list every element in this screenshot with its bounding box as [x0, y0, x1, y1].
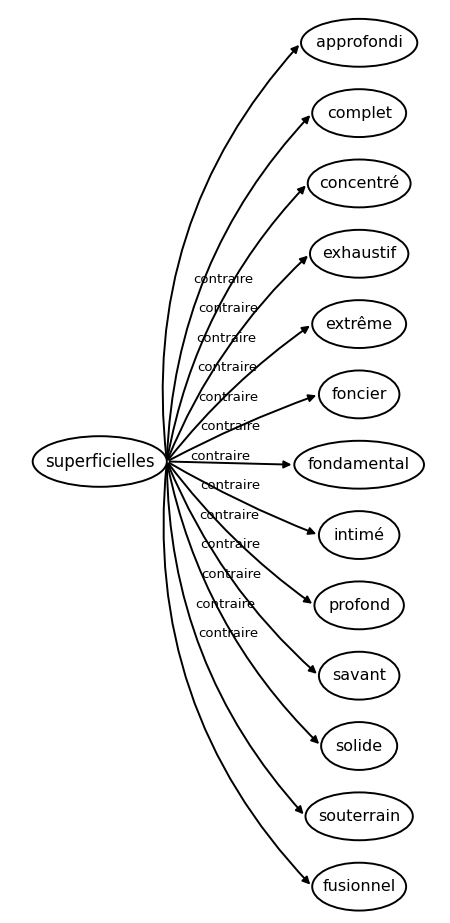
Ellipse shape	[319, 652, 400, 700]
Text: fondamental: fondamental	[308, 457, 410, 473]
Text: exhaustif: exhaustif	[322, 246, 396, 261]
Ellipse shape	[312, 863, 406, 911]
Ellipse shape	[310, 230, 408, 278]
FancyArrowPatch shape	[167, 116, 309, 459]
Text: contraire: contraire	[201, 479, 261, 492]
FancyArrowPatch shape	[167, 187, 304, 459]
Text: solide: solide	[336, 738, 383, 753]
Ellipse shape	[306, 793, 413, 840]
FancyArrowPatch shape	[163, 464, 309, 883]
Text: contraire: contraire	[198, 390, 258, 403]
Text: complet: complet	[327, 105, 392, 121]
FancyArrowPatch shape	[170, 462, 289, 467]
Ellipse shape	[301, 18, 417, 66]
Text: profond: profond	[328, 598, 390, 613]
Text: contraire: contraire	[195, 597, 255, 610]
Text: concentré: concentré	[319, 176, 399, 191]
Text: contraire: contraire	[198, 302, 258, 315]
Text: foncier: foncier	[331, 387, 387, 402]
FancyArrowPatch shape	[169, 463, 314, 533]
Text: contraire: contraire	[198, 627, 258, 640]
Text: approfondi: approfondi	[316, 35, 403, 50]
Ellipse shape	[321, 722, 397, 770]
FancyArrowPatch shape	[167, 464, 302, 812]
Text: contraire: contraire	[193, 272, 253, 285]
Text: contraire: contraire	[196, 331, 256, 344]
Ellipse shape	[308, 160, 410, 208]
Text: contraire: contraire	[199, 509, 259, 521]
Text: savant: savant	[332, 668, 386, 683]
Text: contraire: contraire	[202, 568, 262, 581]
Ellipse shape	[312, 90, 406, 137]
Ellipse shape	[294, 441, 424, 488]
FancyArrowPatch shape	[162, 46, 298, 459]
Text: superficielles: superficielles	[45, 452, 155, 471]
FancyArrowPatch shape	[169, 327, 308, 460]
FancyArrowPatch shape	[168, 464, 315, 672]
Text: intimé: intimé	[333, 528, 385, 543]
Ellipse shape	[33, 437, 167, 486]
Text: fusionnel: fusionnel	[323, 879, 396, 894]
FancyArrowPatch shape	[169, 395, 314, 461]
FancyArrowPatch shape	[169, 463, 310, 603]
FancyArrowPatch shape	[168, 258, 306, 459]
Text: contraire: contraire	[201, 420, 261, 433]
Text: contraire: contraire	[197, 361, 257, 374]
Ellipse shape	[319, 370, 400, 418]
Text: contraire: contraire	[190, 450, 251, 462]
Ellipse shape	[315, 581, 404, 629]
Ellipse shape	[319, 511, 400, 559]
Text: extrême: extrême	[326, 317, 393, 331]
Text: contraire: contraire	[201, 538, 261, 551]
Ellipse shape	[312, 300, 406, 348]
Text: souterrain: souterrain	[318, 809, 400, 824]
FancyArrowPatch shape	[167, 464, 318, 742]
